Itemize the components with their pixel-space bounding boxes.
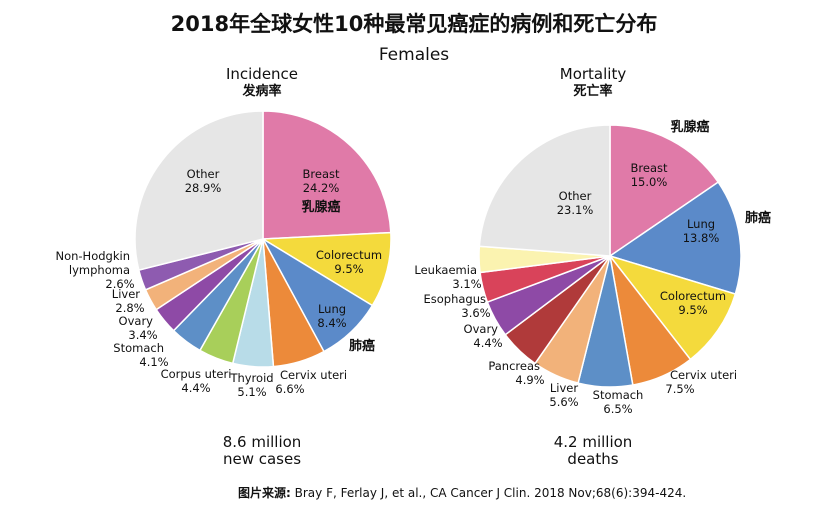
- incidence-label-cervix-uteri: Cervix uteri 6.6%: [275, 368, 347, 396]
- mortality-label-other: Other 23.1%: [557, 189, 594, 217]
- mortality-title: Mortality: [559, 65, 627, 83]
- incidence-title: Incidence: [225, 65, 299, 83]
- mortality-label-esophagus: Esophagus 3.6%: [423, 292, 490, 320]
- incidence-slice-colorectum: [260, 231, 392, 307]
- incidence-label-colorectum: Colorectum 9.5%: [316, 248, 382, 276]
- incidence-title-block: Incidence 发病率: [202, 66, 322, 100]
- incidence-pie: Breast 24.2% 乳腺癌 Colorectum 9.5% Lung 8.4%肺癌Ce…: [55, 110, 392, 399]
- incidence-summary-line1: 8.6 million: [222, 433, 302, 451]
- main-title: 2018年全球女性10种最常见癌症的病例和死亡分布: [170, 12, 658, 36]
- chart-subtitle: Females: [378, 45, 450, 65]
- incidence-summary-line2: new cases: [222, 450, 302, 468]
- incidence-summary: 8.6 million new cases: [192, 434, 332, 468]
- incidence-label-breast: Breast 24.2%: [303, 167, 340, 195]
- mortality-label-breast: Breast 15.0%: [631, 161, 668, 189]
- mortality-label-leukaemia: Leukaemia 3.1%: [414, 263, 481, 291]
- mortality-label-liver: Liver 5.6%: [549, 381, 578, 409]
- mortality-slice-lung: [608, 181, 742, 295]
- mortality-label-zh-breast: 乳腺癌: [670, 119, 709, 135]
- mortality-pie: Breast 15.0% 乳腺癌 Lung 13.8% 肺癌 Colorectum 9.5% C…: [414, 119, 771, 416]
- mortality-label-cervix-uteri: Cervix uteri 7.5%: [665, 368, 737, 396]
- source-label: 图片来源:: [238, 486, 291, 500]
- mortality-label-ovary: Ovary 4.4%: [464, 322, 503, 350]
- incidence-label-stomach: Stomach 4.1%: [113, 341, 168, 369]
- incidence-label-non-hodgkin-lymphoma: Non-Hodgkin lymphoma 2.6%: [55, 249, 134, 291]
- mortality-title-block: Mortality 死亡率: [533, 66, 653, 100]
- incidence-label-liver: Liver 2.8%: [112, 287, 145, 315]
- incidence-label-zh-breast: 乳腺癌: [301, 199, 340, 215]
- mortality-label-zh-lung: 肺癌: [745, 210, 771, 226]
- incidence-title-zh: 发病率: [242, 84, 282, 99]
- incidence-label-other: Other 28.9%: [185, 167, 222, 195]
- mortality-label-lung: Lung 13.8%: [683, 217, 720, 245]
- mortality-summary-line1: 4.2 million: [553, 433, 633, 451]
- mortality-slice-breast: [609, 124, 720, 258]
- incidence-label-ovary: Ovary 3.4%: [119, 314, 158, 342]
- mortality-summary: 4.2 million deaths: [523, 434, 663, 468]
- source-text: Bray F, Ferlay J, et al., CA Cancer J Cl…: [294, 486, 687, 500]
- mortality-summary-line2: deaths: [567, 450, 619, 468]
- mortality-slice-colorectum: [607, 254, 737, 361]
- mortality-title-zh: 死亡率: [573, 84, 613, 99]
- incidence-label-lung: Lung 8.4%: [317, 302, 346, 330]
- incidence-slice-breast: [262, 110, 392, 240]
- incidence-label-corpus-uteri: Corpus uteri 4.4%: [161, 367, 232, 395]
- mortality-label-stomach: Stomach 6.5%: [593, 388, 644, 416]
- mortality-label-pancreas: Pancreas 4.9%: [488, 359, 544, 387]
- incidence-label-thyroid: Thyroid 5.1%: [229, 371, 273, 399]
- mortality-label-colorectum: Colorectum 9.5%: [660, 289, 726, 317]
- source-citation: 图片来源: Bray F, Ferlay J, et al., CA Cance…: [238, 484, 686, 501]
- incidence-label-zh-lung: 肺癌: [349, 338, 375, 354]
- mortality-slice-other: [478, 124, 611, 257]
- incidence-slice-other: [134, 110, 264, 271]
